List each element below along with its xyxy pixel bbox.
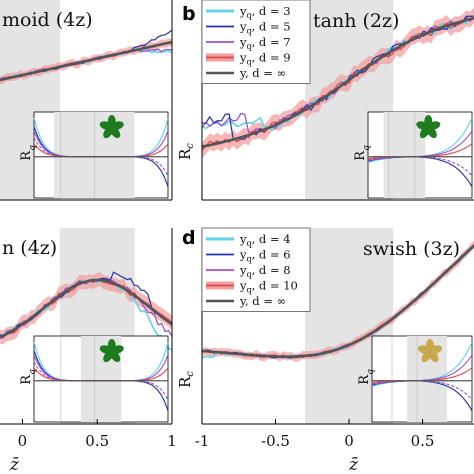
legend-label: yq, d = 5 [239,20,291,36]
x-tick-label: 0.5 [411,432,435,450]
panel-title: n (4z) [2,237,57,259]
panel-d: d swish (3z) Rc yq, d = 4yq, d = 6yq, d … [176,227,474,474]
legend-label: y, d = ∞ [239,66,286,80]
y-label-text: Rc [176,371,196,388]
legend-label: yq, d = 3 [239,4,291,20]
flower-icon [99,338,124,363]
panel-title: moid (4z) [2,9,93,31]
series-line-limit [0,278,173,339]
inset-plot: Rq [353,111,473,199]
x-tick-label: 0 [344,432,354,450]
series-line-limit [201,16,474,148]
legend-label: yq, d = 9 [239,51,291,67]
panel-c: n (4z) Rq 0 0.5 1 z̄ [0,228,177,474]
panel-title: tanh (2z) [313,10,399,32]
legend-label: yq, d = 6 [239,248,291,264]
legend-label: yq, d = 7 [239,35,291,51]
x-ticks: 0 0.5 1 [18,419,177,450]
inset-plot: Rq [357,335,473,423]
x-tick-label: 0.5 [85,432,109,450]
flower-icon [416,114,441,139]
x-tick-label: 1 [167,432,177,450]
y-axis-label: Rc [176,143,196,160]
series-group [201,7,474,159]
x-ticks: -1 -0.5 0 0.5 [195,419,435,450]
panel-a: moid (4z) Rq [0,0,173,201]
panel-letter: b [182,3,196,25]
x-axis-label: z̄ [9,455,20,474]
flower-icon [417,338,443,363]
legend-label: yq, d = 4 [239,232,291,248]
panel-b: b tanh (2z) Rc yq, d = 3yq, d = 5yq, d =… [176,0,474,201]
series-band-red [202,240,474,362]
series-line-purple [0,278,173,339]
x-tick-label: -0.5 [261,432,290,450]
legend-label: y, d = ∞ [239,294,286,308]
series-line-red [201,14,474,151]
series-band-red [202,7,474,159]
series-line-limit [0,40,173,82]
legend: yq, d = 4yq, d = 6yq, d = 8yq, d = 10y, … [201,227,311,312]
series-group [201,240,474,362]
series-line-limit [201,244,474,358]
legend-label: yq, d = 10 [239,279,298,295]
inset-plot: Rq [19,335,169,423]
x-axis-label: z̄ [348,455,359,474]
inset-plot: Rq [19,111,169,199]
x-tick-label: -1 [195,432,210,450]
x-tick-label: 0 [18,432,28,450]
y-axis-label: Rc [176,371,196,388]
series-group [0,271,173,351]
legend-label: yq, d = 8 [239,263,291,279]
y-label-text: Rc [176,143,196,160]
panel-letter: d [182,227,196,249]
legend: yq, d = 3yq, d = 5yq, d = 7yq, d = 9y, d… [201,0,311,84]
flower-icon [99,114,124,139]
panel-title: swish (3z) [363,238,460,260]
series-group [0,29,173,84]
